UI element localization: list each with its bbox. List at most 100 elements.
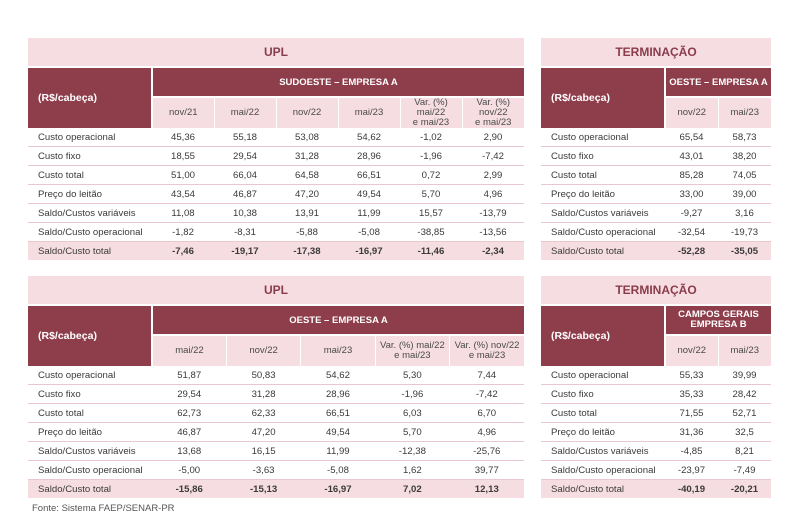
table-row: Custo fixo 18,55 29,54 31,28 28,96 -1,96 -7,42 bbox=[28, 146, 524, 166]
cell-value: 12,13 bbox=[449, 479, 524, 498]
cell-value: -13,56 bbox=[462, 222, 524, 242]
row-label: Custo total bbox=[28, 403, 152, 423]
cell-value: -52,28 bbox=[665, 241, 718, 260]
column-header: mai/23 bbox=[717, 96, 771, 128]
row-label: Custo fixo bbox=[541, 384, 665, 404]
table-row: Saldo/Custos variáveis -4,85 8,21 bbox=[541, 441, 771, 461]
table-row: Custo total 71,55 52,71 bbox=[541, 403, 771, 423]
cell-value: -7,46 bbox=[152, 241, 214, 260]
source-note: Fonte: Sistema FAEP/SENAR-PR bbox=[32, 503, 175, 514]
cell-value: 6,70 bbox=[449, 403, 524, 423]
table-row: Saldo/Custo operacional -32,54 -19,73 bbox=[541, 222, 771, 242]
cell-value: 5,70 bbox=[400, 184, 462, 204]
cell-value: 39,99 bbox=[718, 366, 771, 385]
row-label: Saldo/Custos variáveis bbox=[541, 203, 665, 223]
cell-value: -3,63 bbox=[226, 460, 301, 480]
column-header: mai/23 bbox=[300, 334, 376, 366]
cell-value: -1,96 bbox=[400, 146, 462, 166]
table-row: Preço do leitão 33,00 39,00 bbox=[541, 184, 771, 204]
cell-value: 18,55 bbox=[152, 146, 214, 166]
cell-value: 74,05 bbox=[718, 165, 771, 185]
column-header: Var. (%) nov/22 e mai/23 bbox=[461, 96, 524, 128]
cell-value: -4,85 bbox=[665, 441, 718, 461]
column-header: mai/22 bbox=[150, 334, 227, 366]
row-label: Saldo/Custo total bbox=[28, 241, 152, 260]
cell-value: 64,58 bbox=[276, 165, 338, 185]
table-row: Custo fixo 29,54 31,28 28,96 -1,96 -7,42 bbox=[28, 384, 524, 404]
table-row: Custo fixo 43,01 38,20 bbox=[541, 146, 771, 166]
cell-value: -9,27 bbox=[665, 203, 718, 223]
cell-value: 62,73 bbox=[152, 403, 227, 423]
table-row: Preço do leitão 46,87 47,20 49,54 5,70 4,96 bbox=[28, 422, 524, 442]
cell-value: 43,01 bbox=[665, 146, 718, 166]
cell-value: -11,46 bbox=[400, 241, 462, 260]
row-label: Preço do leitão bbox=[541, 184, 665, 204]
column-header: mai/23 bbox=[337, 96, 400, 128]
table-row: Custo fixo 35,33 28,42 bbox=[541, 384, 771, 404]
cell-value: 28,96 bbox=[300, 384, 376, 404]
cell-value: 2,99 bbox=[462, 165, 524, 185]
table-row: Saldo/Custo total -7,46 -19,17 -17,38 -16,97… bbox=[28, 241, 524, 260]
group-header: OESTE – EMPRESA A bbox=[151, 306, 524, 335]
column-header: Var. (%) mai/22 e mai/23 bbox=[374, 334, 450, 366]
cell-value: -38,85 bbox=[400, 222, 462, 242]
row-label: Custo total bbox=[28, 165, 152, 185]
group-header: SUDOESTE – EMPRESA A bbox=[151, 68, 524, 97]
table-row: Saldo/Custo total -52,28 -35,05 bbox=[541, 241, 771, 260]
cell-value: -1,96 bbox=[375, 384, 450, 404]
row-header: (R$/cabeça) bbox=[28, 68, 152, 128]
cell-value: 2,90 bbox=[462, 128, 524, 147]
column-header: nov/22 bbox=[225, 334, 301, 366]
table-row: Preço do leitão 31,36 32,5 bbox=[541, 422, 771, 442]
row-label: Custo operacional bbox=[541, 128, 665, 147]
table-row: Saldo/Custo operacional -1,82 -8,31 -5,88 -5… bbox=[28, 222, 524, 242]
table-row: Preço do leitão 43,54 46,87 47,20 49,54 5,70 4… bbox=[28, 184, 524, 204]
column-header: nov/22 bbox=[275, 96, 338, 128]
cell-value: -8,31 bbox=[214, 222, 276, 242]
row-label: Saldo/Custo total bbox=[541, 241, 665, 260]
cell-value: 45,36 bbox=[152, 128, 214, 147]
table-row: Saldo/Custo total -40,19 -20,21 bbox=[541, 479, 771, 498]
table-title: UPL bbox=[28, 38, 524, 66]
cell-value: 58,73 bbox=[718, 128, 771, 147]
cell-value: -15,13 bbox=[226, 479, 301, 498]
cell-value: 10,38 bbox=[214, 203, 276, 223]
cell-value: 71,55 bbox=[665, 403, 718, 423]
column-header: Var. (%) nov/22 e mai/23 bbox=[449, 334, 524, 366]
table-row: Custo operacional 55,33 39,99 bbox=[541, 366, 771, 385]
row-label: Custo operacional bbox=[28, 366, 152, 385]
group-header: CAMPOS GERAIS EMPRESA B bbox=[664, 306, 771, 335]
cell-value: 66,51 bbox=[338, 165, 400, 185]
cell-value: -35,05 bbox=[718, 241, 771, 260]
table-row: Saldo/Custos variáveis 13,68 16,15 11,99 -12… bbox=[28, 441, 524, 461]
row-label: Preço do leitão bbox=[28, 184, 152, 204]
cell-value: 54,62 bbox=[300, 366, 376, 385]
cell-value: -5,08 bbox=[300, 460, 376, 480]
cell-value: 15,57 bbox=[400, 203, 462, 223]
cell-value: 46,87 bbox=[214, 184, 276, 204]
table-row: Custo total 85,28 74,05 bbox=[541, 165, 771, 185]
cell-value: 1,62 bbox=[375, 460, 450, 480]
column-header: nov/21 bbox=[151, 96, 214, 128]
cell-value: -19,73 bbox=[718, 222, 771, 242]
row-label: Custo operacional bbox=[28, 128, 152, 147]
cell-value: 52,71 bbox=[718, 403, 771, 423]
cell-value: -7,42 bbox=[462, 146, 524, 166]
row-label: Saldo/Custos variáveis bbox=[541, 441, 665, 461]
cell-value: 66,04 bbox=[214, 165, 276, 185]
row-header: (R$/cabeça) bbox=[28, 306, 152, 366]
cell-value: 55,33 bbox=[665, 366, 718, 385]
cell-value: 0,72 bbox=[400, 165, 462, 185]
table-row: Custo operacional 45,36 55,18 53,08 54,62 -1,… bbox=[28, 128, 524, 147]
table-row: Saldo/Custos variáveis -9,27 3,16 bbox=[541, 203, 771, 223]
cell-value: 50,83 bbox=[226, 366, 301, 385]
row-label: Preço do leitão bbox=[541, 422, 665, 442]
cell-value: 54,62 bbox=[338, 128, 400, 147]
cell-value: 38,20 bbox=[718, 146, 771, 166]
row-label: Custo operacional bbox=[541, 366, 665, 385]
